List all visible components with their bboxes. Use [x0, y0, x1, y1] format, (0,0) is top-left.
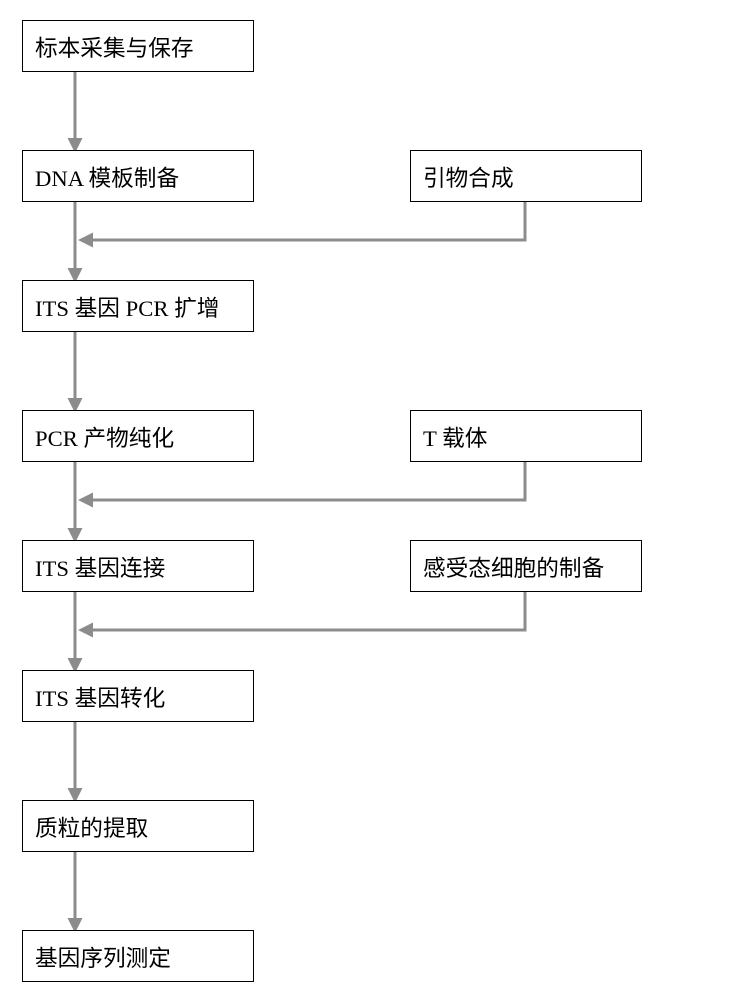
- flow-arrow-elbow: [81, 202, 525, 240]
- flow-node-label: 质粒的提取: [35, 810, 148, 843]
- flow-node-label: T 载体: [423, 420, 487, 453]
- flow-node-label: PCR 产物纯化: [35, 420, 174, 453]
- flow-node-label: ITS 基因转化: [35, 680, 165, 713]
- flow-node-label: ITS 基因 PCR 扩增: [35, 290, 219, 323]
- flow-node-label: 标本采集与保存: [35, 30, 194, 63]
- flow-node-label: ITS 基因连接: [35, 550, 165, 583]
- flow-node-n5b: 感受态细胞的制备: [410, 540, 642, 592]
- flow-node-n4b: T 载体: [410, 410, 642, 462]
- flow-node-n2: DNA 模板制备: [22, 150, 254, 202]
- flow-node-label: 基因序列测定: [35, 940, 171, 973]
- flow-node-n2b: 引物合成: [410, 150, 642, 202]
- flow-node-n1: 标本采集与保存: [22, 20, 254, 72]
- flow-node-n7: 质粒的提取: [22, 800, 254, 852]
- flow-node-label: 引物合成: [423, 160, 514, 193]
- flow-node-n8: 基因序列测定: [22, 930, 254, 982]
- flow-node-n6: ITS 基因转化: [22, 670, 254, 722]
- flow-node-n5: ITS 基因连接: [22, 540, 254, 592]
- flowchart-canvas: 标本采集与保存 DNA 模板制备 引物合成 ITS 基因 PCR 扩增 PCR 产物纯化…: [0, 0, 756, 1000]
- flow-arrow-elbow: [81, 462, 525, 500]
- flow-node-n3: ITS 基因 PCR 扩增: [22, 280, 254, 332]
- flow-node-n4: PCR 产物纯化: [22, 410, 254, 462]
- flow-arrow-elbow: [81, 592, 525, 630]
- flow-node-label: 感受态细胞的制备: [423, 550, 604, 583]
- flow-node-label: DNA 模板制备: [35, 160, 179, 193]
